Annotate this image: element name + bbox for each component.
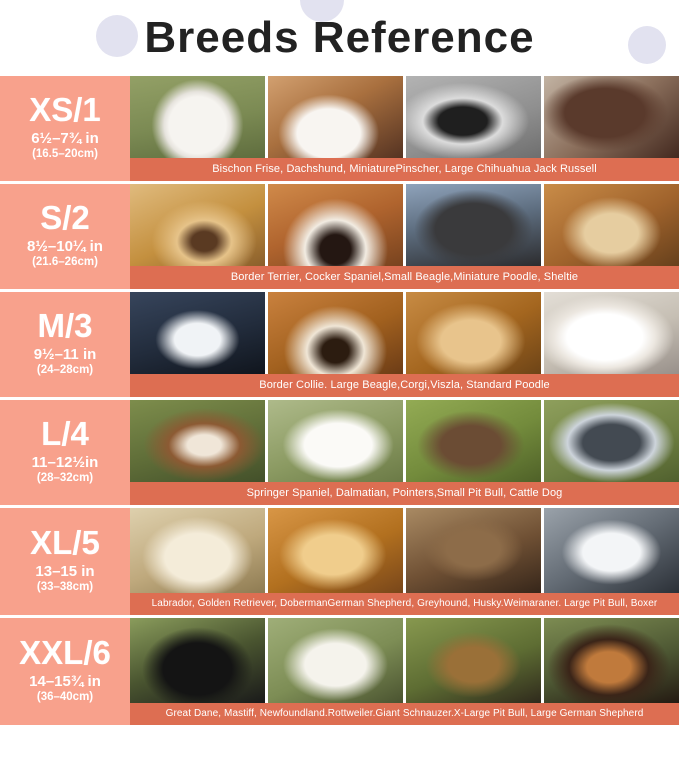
size-code: M/3: [37, 306, 93, 344]
photo-strip: [130, 292, 679, 374]
breed-photo: [544, 618, 679, 703]
breed-photo: [544, 292, 679, 374]
size-code: XL/5: [30, 523, 100, 561]
row-content: Border Collie. Large Beagle,Corgi,Viszla…: [130, 292, 679, 397]
size-cm: (21.6–26cm): [32, 256, 98, 269]
size-cell: XL/5 13–15 in (33–38cm): [0, 508, 130, 615]
table-row: XL/5 13–15 in (33–38cm) Labrador, Golden…: [0, 508, 679, 615]
breed-photo: [130, 76, 265, 158]
page-title: Breeds Reference: [144, 13, 535, 62]
breed-photo: [406, 292, 541, 374]
size-cell: S/2 8½–10¼ in (21.6–26cm): [0, 184, 130, 289]
breed-photo: [544, 508, 679, 593]
size-cm: (24–28cm): [36, 364, 94, 377]
breed-photo: [268, 184, 403, 266]
breed-photo: [406, 184, 541, 266]
photo-strip: [130, 184, 679, 266]
size-cell: XS/1 6½–7¾ in (16.5–20cm): [0, 76, 130, 181]
size-cm: (28–32cm): [36, 472, 94, 485]
table-row: XXL/6 14–15¾ in (36–40cm) Great Dane, Ma…: [0, 618, 679, 725]
breed-photo: [130, 508, 265, 593]
title-bar: Breeds Reference: [0, 0, 679, 76]
row-content: Border Terrier, Cocker Spaniel,Small Bea…: [130, 184, 679, 289]
size-cell: M/3 9½–11 in (24–28cm): [0, 292, 130, 397]
breed-photo: [130, 184, 265, 266]
breed-photo: [268, 76, 403, 158]
breed-photo: [268, 292, 403, 374]
size-code: XS/1: [29, 90, 101, 128]
photo-strip: [130, 618, 679, 703]
breed-photo: [268, 508, 403, 593]
row-content: Great Dane, Mastiff, Newfoundland.Rottwe…: [130, 618, 679, 725]
breed-photo: [130, 618, 265, 703]
photo-strip: [130, 508, 679, 593]
photo-strip: [130, 76, 679, 158]
size-code: L/4: [41, 414, 89, 452]
size-cell: XXL/6 14–15¾ in (36–40cm): [0, 618, 130, 725]
size-inches: 13–15 in: [35, 562, 95, 580]
breeds-table: XS/1 6½–7¾ in (16.5–20cm) Bischon Frise,…: [0, 76, 679, 728]
breed-photo: [544, 184, 679, 266]
size-inches: 8½–10¼ in: [27, 237, 103, 255]
breed-caption: Great Dane, Mastiff, Newfoundland.Rottwe…: [130, 703, 679, 725]
table-row: L/4 11–12½in (28–32cm) Springer Spaniel,…: [0, 400, 679, 505]
table-row: S/2 8½–10¼ in (21.6–26cm) Border Terrier…: [0, 184, 679, 289]
size-inches: 9½–11 in: [33, 345, 97, 363]
size-cm: (36–40cm): [36, 691, 94, 704]
row-content: Labrador, Golden Retriever, DobermanGerm…: [130, 508, 679, 615]
breed-photo: [406, 400, 541, 482]
size-cm: (16.5–20cm): [32, 148, 98, 161]
size-code: XXL/6: [19, 633, 111, 671]
row-content: Bischon Frise, Dachshund, MiniaturePinsc…: [130, 76, 679, 181]
breed-photo: [406, 618, 541, 703]
breed-photo: [544, 76, 679, 158]
breed-photo: [544, 400, 679, 482]
photo-strip: [130, 400, 679, 482]
size-code: S/2: [40, 198, 90, 236]
table-row: XS/1 6½–7¾ in (16.5–20cm) Bischon Frise,…: [0, 76, 679, 181]
size-inches: 6½–7¾ in: [31, 129, 99, 147]
size-inches: 11–12½in: [31, 453, 99, 471]
table-row: M/3 9½–11 in (24–28cm) Border Collie. La…: [0, 292, 679, 397]
breed-caption: Border Terrier, Cocker Spaniel,Small Bea…: [130, 266, 679, 289]
breed-photo: [268, 618, 403, 703]
row-content: Springer Spaniel, Dalmatian, Pointers,Sm…: [130, 400, 679, 505]
breed-photo: [406, 76, 541, 158]
breed-caption: Border Collie. Large Beagle,Corgi,Viszla…: [130, 374, 679, 397]
size-cm: (33–38cm): [36, 581, 94, 594]
breed-photo: [406, 508, 541, 593]
breed-caption: Springer Spaniel, Dalmatian, Pointers,Sm…: [130, 482, 679, 505]
breed-photo: [268, 400, 403, 482]
breed-photo: [130, 292, 265, 374]
breed-caption: Bischon Frise, Dachshund, MiniaturePinsc…: [130, 158, 679, 181]
size-cell: L/4 11–12½in (28–32cm): [0, 400, 130, 505]
size-inches: 14–15¾ in: [29, 672, 101, 690]
breed-caption: Labrador, Golden Retriever, DobermanGerm…: [130, 593, 679, 615]
breed-photo: [130, 400, 265, 482]
